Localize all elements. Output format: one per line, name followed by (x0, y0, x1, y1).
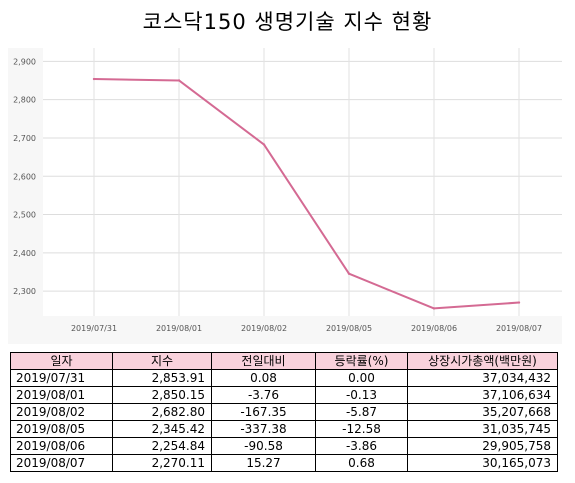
x-tick-label: 2019/08/02 (241, 324, 287, 333)
line-chart: 2,900 2,800 2,700 2,600 2,500 2,400 2,300 2019… (8, 48, 562, 344)
y-tick-label: 2,800 (13, 96, 36, 105)
cell-date: 2019/08/07 (10, 454, 113, 472)
cell-change-rate: -5.87 (315, 403, 408, 421)
data-point (177, 79, 181, 82)
index-table: 일자 지수 전일대비 등락률(%) 상장시가총액(백만원) 2019/07/31… (10, 352, 558, 472)
cell-change: 15.27 (211, 454, 316, 472)
y-tick-label: 2,900 (13, 57, 36, 66)
header-change: 전일대비 (211, 352, 316, 370)
header-date: 일자 (10, 352, 113, 370)
y-tick-label: 2,700 (13, 134, 36, 143)
series-line-path (93, 78, 520, 310)
series-line (92, 77, 521, 310)
cell-index: 2,682.80 (112, 403, 212, 421)
x-tick-label: 2019/08/07 (496, 324, 542, 333)
cell-index: 2,345.42 (112, 420, 212, 438)
cell-market-cap: 29,905,758 (407, 437, 558, 455)
data-point (432, 307, 436, 310)
cell-change: 0.08 (211, 369, 316, 387)
cell-change: -337.38 (211, 420, 316, 438)
cell-change: -3.76 (211, 386, 316, 404)
data-point (517, 301, 521, 304)
cell-date: 2019/08/02 (10, 403, 113, 421)
chart-title: 코스닥150 생명기술 지수 현황 (142, 10, 433, 34)
header-market-cap: 상장시가총액(백만원) (407, 352, 558, 370)
data-point (347, 272, 351, 275)
cell-date: 2019/08/06 (10, 437, 113, 455)
cell-change-rate: -3.86 (315, 437, 408, 455)
y-tick-label: 2,300 (13, 287, 36, 296)
x-tick-label: 2019/08/06 (411, 324, 457, 333)
cell-date: 2019/08/05 (10, 420, 113, 438)
data-point (92, 77, 96, 81)
table-row: 2019/08/01 2,850.15 -3.76 -0.13 37,106,6… (10, 386, 558, 404)
table-row: 2019/07/31 2,853.91 0.08 0.00 37,034,432 (10, 369, 558, 387)
plot-area (43, 48, 562, 316)
cell-market-cap: 37,034,432 (407, 369, 558, 387)
cell-date: 2019/07/31 (10, 369, 113, 387)
header-index: 지수 (112, 352, 212, 370)
cell-index: 2,850.15 (112, 386, 212, 404)
grid-lines (43, 48, 562, 316)
cell-index: 2,270.11 (112, 454, 212, 472)
cell-market-cap: 37,106,634 (407, 386, 558, 404)
cell-change-rate: 0.68 (315, 454, 408, 472)
data-point (262, 143, 266, 146)
header-change-rate: 등락률(%) (315, 352, 408, 370)
table-row: 2019/08/07 2,270.11 15.27 0.68 30,165,07… (10, 454, 558, 472)
cell-change-rate: 0.00 (315, 369, 408, 387)
y-tick-label: 2,600 (13, 172, 36, 181)
y-tick-label: 2,500 (13, 211, 36, 220)
x-axis-ticks: 2019/07/31 2019/08/01 2019/08/02 2019/08/05… (71, 324, 542, 333)
cell-change-rate: -0.13 (315, 386, 408, 404)
y-tick-label: 2,400 (13, 249, 36, 258)
cell-date: 2019/08/01 (10, 386, 113, 404)
table-row: 2019/08/02 2,682.80 -167.35 -5.87 35,207… (10, 403, 558, 421)
cell-market-cap: 30,165,073 (407, 454, 558, 472)
x-tick-label: 2019/08/05 (326, 324, 372, 333)
table-row: 2019/08/06 2,254.84 -90.58 -3.86 29,905,… (10, 437, 558, 455)
cell-index: 2,254.84 (112, 437, 212, 455)
table-header-row: 일자 지수 전일대비 등락률(%) 상장시가총액(백만원) (10, 352, 558, 370)
cell-change: -167.35 (211, 403, 316, 421)
table-row: 2019/08/05 2,345.42 -337.38 -12.58 31,03… (10, 420, 558, 438)
cell-market-cap: 31,035,745 (407, 420, 558, 438)
cell-index: 2,853.91 (112, 369, 212, 387)
y-axis-ticks: 2,900 2,800 2,700 2,600 2,500 2,400 2,300 (13, 57, 36, 296)
x-tick-label: 2019/07/31 (71, 324, 117, 333)
cell-change-rate: -12.58 (315, 420, 408, 438)
cell-change: -90.58 (211, 437, 316, 455)
x-tick-label: 2019/08/01 (156, 324, 202, 333)
cell-market-cap: 35,207,668 (407, 403, 558, 421)
